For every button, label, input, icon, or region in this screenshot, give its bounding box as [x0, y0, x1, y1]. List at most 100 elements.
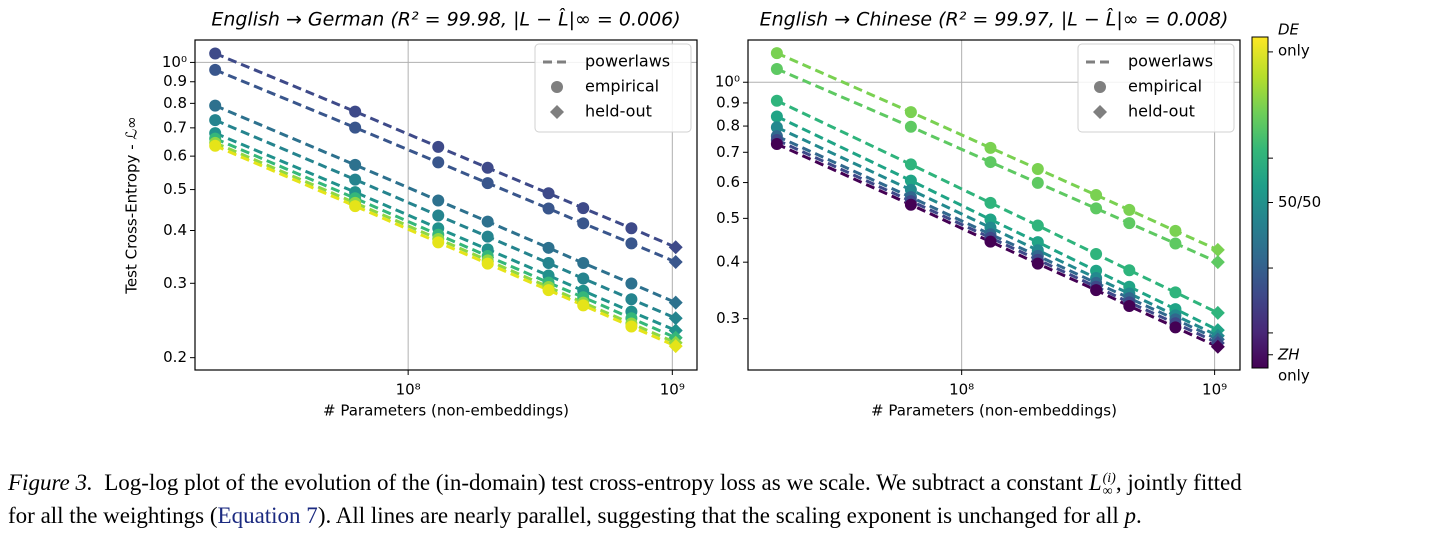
legend-box — [1077, 43, 1235, 133]
x-tick-label: 10⁸ — [949, 381, 974, 399]
y-tick-label: 0.6 — [163, 147, 187, 165]
empirical-marker — [625, 222, 638, 235]
held-out-marker — [668, 240, 683, 255]
caption-text: Log-log plot of the evolution of the (in… — [104, 470, 1089, 495]
legend-box — [534, 43, 692, 133]
y-tick-label: 0.3 — [163, 274, 187, 292]
held-out-marker — [668, 323, 683, 338]
y-tick-label: 0.9 — [163, 72, 187, 90]
x-tick-label: 10⁹ — [660, 381, 685, 399]
colorbar-label: DE — [1278, 20, 1300, 38]
empirical-marker — [984, 156, 997, 169]
x-tick-label: 10⁸ — [396, 381, 421, 399]
fit-line — [776, 138, 1219, 345]
held-out-marker — [668, 311, 683, 326]
empirical-marker — [481, 215, 494, 228]
empirical-marker — [577, 257, 590, 270]
empirical-marker — [209, 47, 222, 60]
empirical-marker — [481, 230, 494, 243]
colorbar-label: only — [1278, 41, 1310, 59]
empirical-marker — [1169, 224, 1182, 237]
caption-text: , jointly fitted — [1115, 470, 1242, 495]
empirical-marker — [1123, 300, 1136, 313]
fit-line — [214, 68, 677, 264]
x-tick-label: 10⁹ — [1202, 381, 1227, 399]
held-out-marker — [1210, 255, 1225, 270]
empirical-marker — [542, 202, 555, 215]
empirical-marker — [1169, 286, 1182, 299]
held-out-marker — [1210, 339, 1225, 354]
held-out-marker — [668, 295, 683, 310]
caption-symbol-index: (i) ∞ — [1103, 471, 1116, 498]
empirical-marker — [432, 194, 445, 207]
fit-line — [214, 52, 677, 249]
x-axis-label: # Parameters (non-embeddings) — [871, 402, 1117, 420]
empirical-marker — [432, 156, 445, 169]
fit-line — [214, 137, 677, 340]
fit-line — [776, 67, 1219, 264]
fit-line — [776, 115, 1219, 332]
held-out-marker — [668, 339, 683, 354]
legend-swatch — [550, 105, 564, 119]
empirical-marker — [209, 139, 222, 152]
empirical-marker — [432, 236, 445, 249]
y-tick-label: 0.5 — [716, 209, 740, 227]
caption-label: Figure 3. — [8, 470, 93, 495]
legend-label: empirical — [1128, 77, 1202, 96]
legend-swatch — [1093, 105, 1107, 119]
chart-title: English → Chinese (R² = 99.97, |L − L̂|∞… — [760, 8, 1229, 30]
empirical-marker — [904, 198, 917, 211]
empirical-marker — [542, 257, 555, 270]
empirical-marker — [577, 202, 590, 215]
empirical-marker — [625, 277, 638, 290]
colorbar-label: ZH — [1277, 345, 1300, 363]
caption-link[interactable]: Equation 7 — [217, 503, 318, 528]
caption-text: for all the weightings ( — [8, 503, 218, 528]
fit-line — [776, 51, 1219, 252]
empirical-marker — [1031, 219, 1044, 232]
empirical-marker — [1090, 248, 1103, 261]
colorbar-label: only — [1278, 366, 1310, 384]
empirical-marker — [577, 217, 590, 230]
fit-line — [214, 131, 677, 332]
caption-symbol: L — [1088, 470, 1102, 495]
fit-line — [776, 134, 1219, 341]
empirical-marker — [1031, 162, 1044, 175]
empirical-marker — [1090, 202, 1103, 215]
y-tick-label: 0.8 — [716, 117, 740, 135]
empirical-marker — [209, 99, 222, 112]
empirical-marker — [1169, 237, 1182, 250]
empirical-marker — [770, 62, 783, 75]
caption-text: ). All lines are nearly parallel, sugges… — [317, 503, 1125, 528]
y-tick-label: 0.7 — [163, 118, 187, 136]
empirical-marker — [349, 121, 362, 134]
empirical-marker — [625, 293, 638, 306]
legend-label: held-out — [1128, 102, 1195, 121]
empirical-marker — [770, 138, 783, 151]
empirical-marker — [542, 187, 555, 200]
empirical-marker — [432, 209, 445, 222]
empirical-marker — [984, 196, 997, 209]
held-out-marker — [1210, 305, 1225, 320]
y-tick-label: 0.6 — [716, 173, 740, 191]
fit-line — [214, 118, 677, 320]
empirical-marker — [1090, 284, 1103, 297]
empirical-marker — [349, 200, 362, 213]
caption-variable: p — [1124, 503, 1137, 528]
fit-line — [776, 142, 1219, 349]
y-axis-label: Test Cross-Entropy - ℒ∞ — [123, 116, 141, 294]
empirical-marker — [984, 141, 997, 154]
y-tick-label: 0.3 — [716, 309, 740, 327]
y-tick-label: 0.8 — [163, 94, 187, 112]
y-tick-label: 0.2 — [163, 348, 187, 366]
empirical-marker — [625, 320, 638, 333]
empirical-marker — [770, 47, 783, 60]
empirical-marker — [1123, 203, 1136, 216]
empirical-marker — [481, 161, 494, 174]
fit-line — [214, 104, 677, 304]
y-tick-label: 0.7 — [716, 143, 740, 161]
empirical-marker — [1031, 257, 1044, 270]
chart-title: English → German (R² = 99.98, |L − L̂|∞ … — [211, 8, 680, 30]
legend-label: powerlaws — [1128, 52, 1213, 71]
